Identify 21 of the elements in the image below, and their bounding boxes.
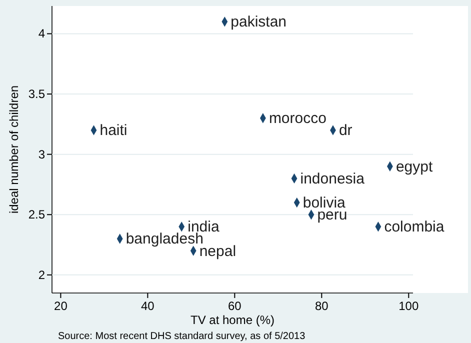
x-tick-label: 80 [314,299,329,313]
y-tick-label: 2 [38,268,46,282]
x-tick-label: 20 [54,299,68,313]
y-tick-label: 2.5 [28,208,46,222]
x-tick-label: 100 [398,299,419,313]
y-tick-label: 3.5 [28,87,46,102]
series-label: pakistan [230,14,287,31]
x-tick-label: 40 [141,299,155,313]
y-axis-title: ideal number of children [7,85,21,214]
series-label: nepal [199,242,236,260]
series-label: egypt [396,158,434,176]
x-tick-label: 60 [228,299,242,313]
x-axis-title: TV at home (%) [190,313,275,327]
series-label: morocco [268,110,326,128]
series-label: colombia [384,218,445,236]
series-label: dr [338,122,352,140]
series-label: haiti [100,122,128,140]
source-note: Source: Most recent DHS standard survey, as of 5/2013 [58,331,306,342]
y-tick-label: 3 [38,147,46,162]
y-tick-label: 4 [38,26,46,41]
series-label: indonesia [300,170,366,188]
